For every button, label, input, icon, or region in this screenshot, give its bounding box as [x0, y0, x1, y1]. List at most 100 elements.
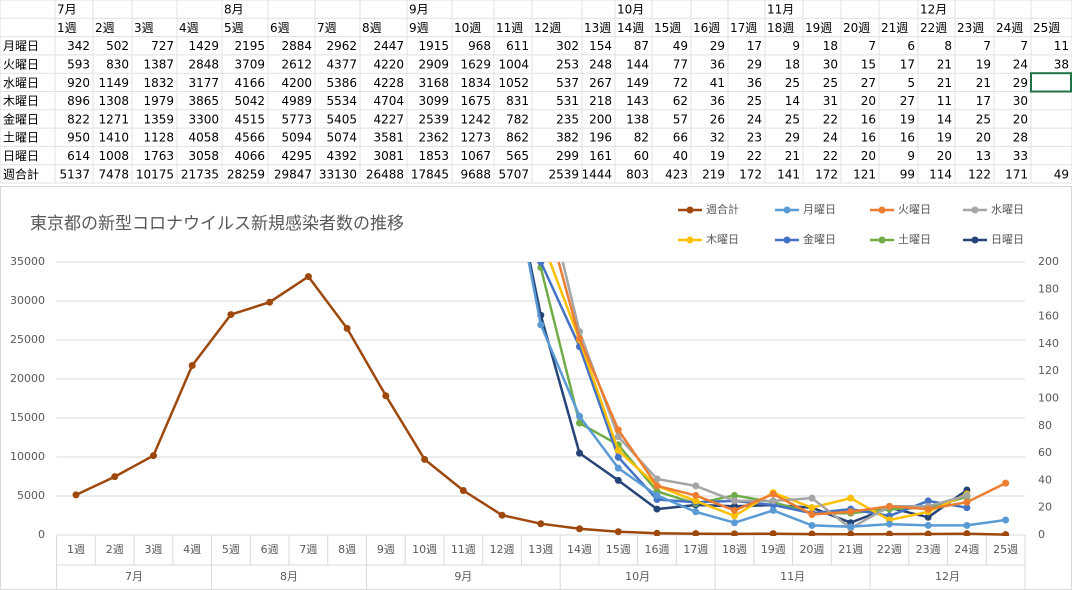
- cell-value: 33: [1013, 149, 1028, 163]
- cell-value: 172: [739, 167, 762, 181]
- y2-tick-label: 180: [1038, 282, 1059, 295]
- data-point: [72, 491, 80, 499]
- cell-value: 29: [710, 39, 725, 53]
- data-point: [614, 433, 622, 441]
- data-point: [885, 502, 893, 510]
- cell-value: 830: [106, 57, 129, 71]
- cell-value: 2962: [326, 39, 357, 53]
- cell-value: 5137: [59, 167, 90, 181]
- cell-value: 20: [861, 149, 876, 163]
- cell-value: 3081: [373, 149, 404, 163]
- cell-value: 5094: [281, 131, 312, 145]
- row-header: 水曜日: [3, 76, 39, 90]
- cell-value: 24: [1013, 57, 1028, 71]
- data-point: [149, 452, 157, 460]
- cell-value: 25: [747, 94, 762, 108]
- cell-value: 16: [861, 131, 876, 145]
- legend-label: 金曜日: [803, 232, 836, 246]
- month-header: 8月: [224, 3, 244, 17]
- cell-value: 21: [937, 76, 952, 90]
- cell-value: 782: [506, 112, 529, 126]
- cell-value: 1271: [98, 112, 129, 126]
- cell-value: 10175: [136, 167, 174, 181]
- legend-marker: [686, 206, 694, 214]
- cell-value: 614: [67, 149, 90, 163]
- cell-value: 235: [556, 112, 579, 126]
- cell-value: 2612: [281, 57, 312, 71]
- cell-value: 4295: [281, 149, 312, 163]
- y2-tick-label: 120: [1038, 364, 1059, 377]
- data-point: [1002, 479, 1010, 487]
- x-tick-label: 21週: [838, 543, 863, 556]
- x-tick-label: 22週: [877, 543, 902, 556]
- week-header: 3週: [134, 21, 154, 35]
- week-header: 15週: [654, 21, 681, 35]
- data-point: [576, 525, 584, 533]
- y-tick-label: 25000: [10, 333, 45, 346]
- data-point: [847, 530, 855, 536]
- week-header: 1週: [57, 21, 77, 35]
- cell-value: 7478: [98, 167, 129, 181]
- cell-value: 57: [673, 112, 688, 126]
- cell-value: 121: [853, 167, 876, 181]
- cell-value: 49: [1054, 167, 1069, 181]
- x-group-label: 9月: [454, 570, 472, 583]
- cell-value: 19: [937, 131, 952, 145]
- data-point: [730, 512, 738, 520]
- cell-value: 27: [861, 76, 876, 90]
- cell-value: 1004: [498, 57, 529, 71]
- cell-value: 13: [976, 149, 991, 163]
- cell-value: 9: [792, 39, 800, 53]
- week-header: 2週: [95, 21, 115, 35]
- cell-value: 200: [589, 112, 612, 126]
- cell-value: 4392: [326, 149, 357, 163]
- cell-value: 161: [589, 149, 612, 163]
- week-header: 5週: [224, 21, 244, 35]
- cell-value: 5386: [326, 76, 357, 90]
- cell-value: 22: [823, 112, 838, 126]
- month-header: 11月: [767, 3, 794, 17]
- x-tick-label: 20週: [799, 543, 824, 556]
- data-point: [808, 494, 816, 502]
- cell-value: 31: [823, 94, 838, 108]
- cell-value: 2848: [188, 57, 219, 71]
- cell-value: 1308: [98, 94, 129, 108]
- cell-value: 77: [673, 57, 688, 71]
- cell-value: 17: [900, 57, 915, 71]
- row-header: 火曜日: [3, 57, 39, 71]
- x-tick-label: 11週: [451, 543, 476, 556]
- data-point: [885, 530, 893, 536]
- x-tick-label: 7週: [299, 543, 317, 556]
- data-point: [808, 511, 816, 519]
- cell-value: 196: [589, 131, 612, 145]
- data-point: [692, 497, 700, 505]
- cell-value: 60: [634, 149, 649, 163]
- legend-marker: [878, 236, 886, 244]
- cell-value: 5074: [326, 131, 357, 145]
- cell-value: 5773: [281, 112, 312, 126]
- data-point: [576, 449, 584, 457]
- x-group-label: 8月: [280, 570, 298, 583]
- data-point: [963, 504, 971, 512]
- cell-value: 38: [1054, 57, 1069, 71]
- cell-value: 15: [861, 57, 876, 71]
- data-point: [653, 529, 661, 536]
- cell-value: 25: [823, 76, 838, 90]
- week-header: 18週: [767, 21, 794, 35]
- cell-value: 968: [468, 39, 491, 53]
- cell-value: 29: [785, 131, 800, 145]
- data-point: [499, 10, 506, 17]
- data-point: [808, 521, 816, 529]
- cell-value: 138: [626, 112, 649, 126]
- cell-value: 1915: [418, 39, 449, 53]
- cell-value: 11: [937, 94, 952, 108]
- week-header: 8週: [362, 21, 382, 35]
- data-point: [537, 167, 544, 174]
- week-header: 22週: [920, 21, 947, 35]
- week-header: 14週: [617, 21, 644, 35]
- y2-tick-label: 160: [1038, 310, 1059, 323]
- data-point: [692, 530, 700, 536]
- cell-value: 23: [747, 131, 762, 145]
- cell-value: 4704: [373, 94, 404, 108]
- x-group-label: 10月: [625, 570, 650, 583]
